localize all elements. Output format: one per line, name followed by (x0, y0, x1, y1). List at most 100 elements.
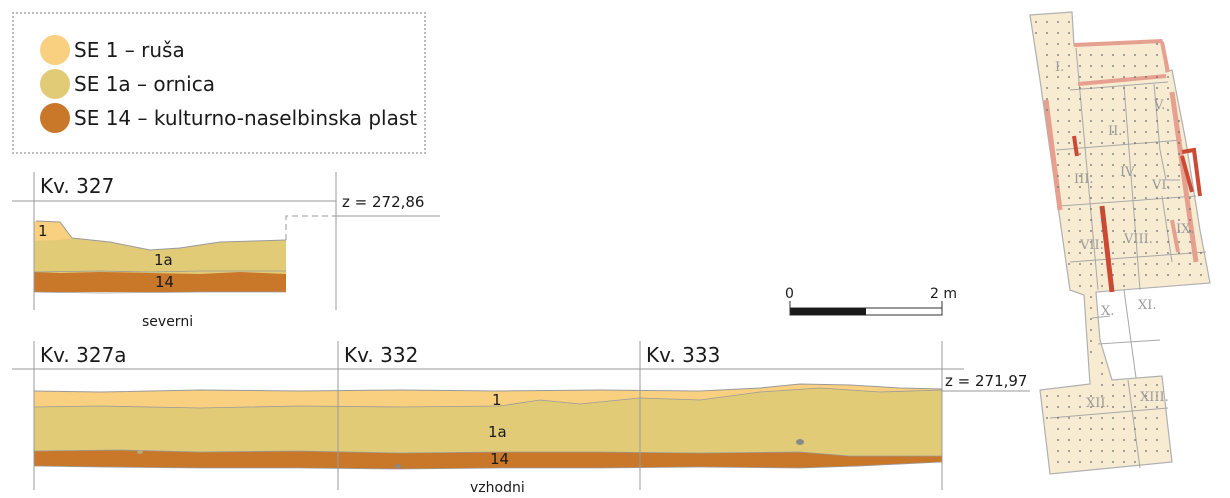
plan-grid-dot (1090, 230, 1092, 232)
plan-grid-dot (1112, 87, 1114, 89)
plan-grid-dot (1101, 285, 1103, 287)
plan-grid-dot (1167, 76, 1169, 78)
legend-label-rusa: SE 1 – ruša (74, 38, 185, 62)
plan-grid-dot (1156, 54, 1158, 56)
plan-grid-dot (1046, 406, 1048, 408)
plan-grid-dot (1079, 461, 1081, 463)
scale-bar-end-label: 2 m (930, 286, 957, 302)
north-elevation-label: z = 272,86 (342, 193, 425, 211)
plan-grid-dot (1079, 417, 1081, 419)
plan-grid-dot (1112, 406, 1114, 408)
plan-grid-dot (1134, 208, 1136, 210)
plan-grid-dot (1090, 417, 1092, 419)
plan-grid-dot (1101, 142, 1103, 144)
plan-grid-dot (1178, 186, 1180, 188)
plan-grid-dot (1134, 131, 1136, 133)
plan-grid-dot (1123, 417, 1125, 419)
plan-square-label-vii: VII. (1080, 238, 1104, 253)
plan-grid-dot (1090, 142, 1092, 144)
plan-grid-dot (1101, 274, 1103, 276)
plan-grid-dot (1156, 164, 1158, 166)
plan-grid-dot (1123, 439, 1125, 441)
plan-grid-dot (1090, 340, 1092, 342)
plan-grid-dot (1156, 428, 1158, 430)
plan-grid-dot (1068, 263, 1070, 265)
plan-grid-dot (1057, 175, 1059, 177)
plan-grid-dot (1134, 153, 1136, 155)
plan-grid-dot (1079, 98, 1081, 100)
plan-grid-dot (1112, 142, 1114, 144)
plan-grid-dot (1057, 65, 1059, 67)
plan-grid-dot (1068, 219, 1070, 221)
plan-grid-dot (1079, 252, 1081, 254)
plan-grid-dot (1112, 219, 1114, 221)
plan-grid-dot (1178, 219, 1180, 221)
plan-grid-dot (1090, 252, 1092, 254)
plan-grid-dot (1068, 252, 1070, 254)
plan-grid-dot (1145, 76, 1147, 78)
plan-grid-dot (1035, 32, 1037, 34)
plan-grid-dot (1057, 406, 1059, 408)
plan-grid-dot (1090, 164, 1092, 166)
plan-grid-dot (1079, 65, 1081, 67)
plan-grid-dot (1156, 252, 1158, 254)
plan-grid-dot (1101, 373, 1103, 375)
plan-grid-dot (1123, 109, 1125, 111)
plan-grid-dot (1057, 461, 1059, 463)
plan-grid-dot (1123, 153, 1125, 155)
plan-grid-dot (1090, 263, 1092, 265)
north-layer-14-label: 14 (155, 273, 175, 291)
plan-grid-dot (1068, 87, 1070, 89)
plan-grid-dot (1090, 186, 1092, 188)
plan-grid-dot (1134, 252, 1136, 254)
plan-grid-dot (1112, 175, 1114, 177)
plan-grid-dot (1101, 450, 1103, 452)
plan-grid-dot (1079, 439, 1081, 441)
plan-grid-dot (1079, 208, 1081, 210)
plan-grid-dot (1079, 76, 1081, 78)
plan-grid-dot (1145, 439, 1147, 441)
plan-grid-dot (1057, 21, 1059, 23)
plan-grid-dot (1112, 109, 1114, 111)
plan-grid-dot (1101, 428, 1103, 430)
plan-grid-dot (1145, 263, 1147, 265)
plan-grid-dot (1101, 241, 1103, 243)
plan-grid-dot (1145, 208, 1147, 210)
plan-grid-dot (1101, 54, 1103, 56)
plan-grid-dot (1145, 65, 1147, 67)
plan-square-label-xii: XII. (1086, 396, 1110, 411)
plan-grid-dot (1068, 230, 1070, 232)
plan-grid-dot (1178, 153, 1180, 155)
plan-grid-dot (1112, 186, 1114, 188)
plan-grid-dot (1068, 417, 1070, 419)
plan-square-label-v: V. (1154, 98, 1166, 113)
plan-grid-dot (1167, 208, 1169, 210)
plan-grid-dot (1134, 274, 1136, 276)
plan-grid-dot (1145, 197, 1147, 199)
plan-grid-dot (1156, 153, 1158, 155)
plan-grid-dot (1189, 219, 1191, 221)
plan-grid-dot (1156, 98, 1158, 100)
plan-grid-dot (1123, 164, 1125, 166)
plan-grid-dot (1101, 131, 1103, 133)
plan-grid-dot (1145, 131, 1147, 133)
plan-grid-dot (1134, 164, 1136, 166)
plan-grid-dot (1101, 362, 1103, 364)
plan-square-label-xi: XI. (1138, 298, 1157, 313)
plan-grid-dot (1123, 65, 1125, 67)
plan-grid-dot (1178, 131, 1180, 133)
plan-grid-dot (1178, 120, 1180, 122)
stone-mark (395, 464, 401, 468)
legend-label-ornica: SE 1a – ornica (74, 72, 215, 96)
plan-grid-dot (1178, 241, 1180, 243)
plan-grid-dot (1046, 32, 1048, 34)
north-section-profile (33, 215, 336, 294)
plan-grid-dot (1156, 450, 1158, 452)
plan-grid-dot (1090, 197, 1092, 199)
plan-grid-dot (1134, 384, 1136, 386)
plan-grid-dot (1156, 186, 1158, 188)
plan-grid-dot (1057, 109, 1059, 111)
plan-grid-dot (1101, 87, 1103, 89)
stone-mark (137, 450, 143, 454)
plan-grid-dot (1046, 65, 1048, 67)
